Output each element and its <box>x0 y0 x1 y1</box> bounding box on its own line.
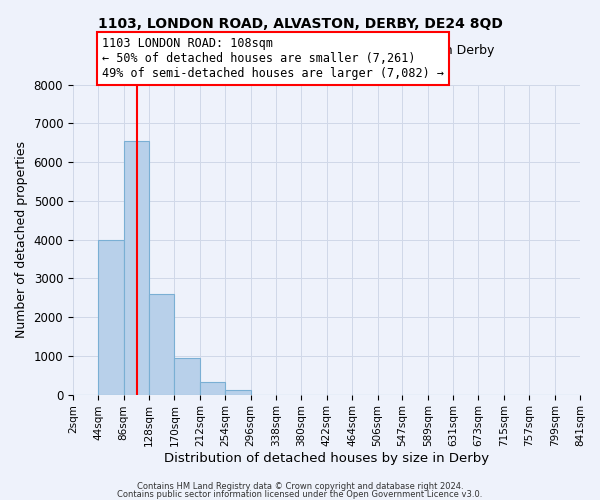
Bar <box>149 294 175 394</box>
Text: Contains HM Land Registry data © Crown copyright and database right 2024.: Contains HM Land Registry data © Crown c… <box>137 482 463 491</box>
X-axis label: Distribution of detached houses by size in Derby: Distribution of detached houses by size … <box>164 452 489 465</box>
Bar <box>225 390 251 394</box>
Bar <box>175 358 200 395</box>
Text: 1103 LONDON ROAD: 108sqm
← 50% of detached houses are smaller (7,261)
49% of sem: 1103 LONDON ROAD: 108sqm ← 50% of detach… <box>102 37 444 80</box>
Text: 1103, LONDON ROAD, ALVASTON, DERBY, DE24 8QD: 1103, LONDON ROAD, ALVASTON, DERBY, DE24… <box>98 18 502 32</box>
Bar <box>124 141 149 395</box>
Y-axis label: Number of detached properties: Number of detached properties <box>15 141 28 338</box>
Title: Size of property relative to detached houses in Derby: Size of property relative to detached ho… <box>159 44 494 57</box>
Bar <box>98 240 124 394</box>
Bar <box>200 382 225 394</box>
Text: Contains public sector information licensed under the Open Government Licence v3: Contains public sector information licen… <box>118 490 482 499</box>
